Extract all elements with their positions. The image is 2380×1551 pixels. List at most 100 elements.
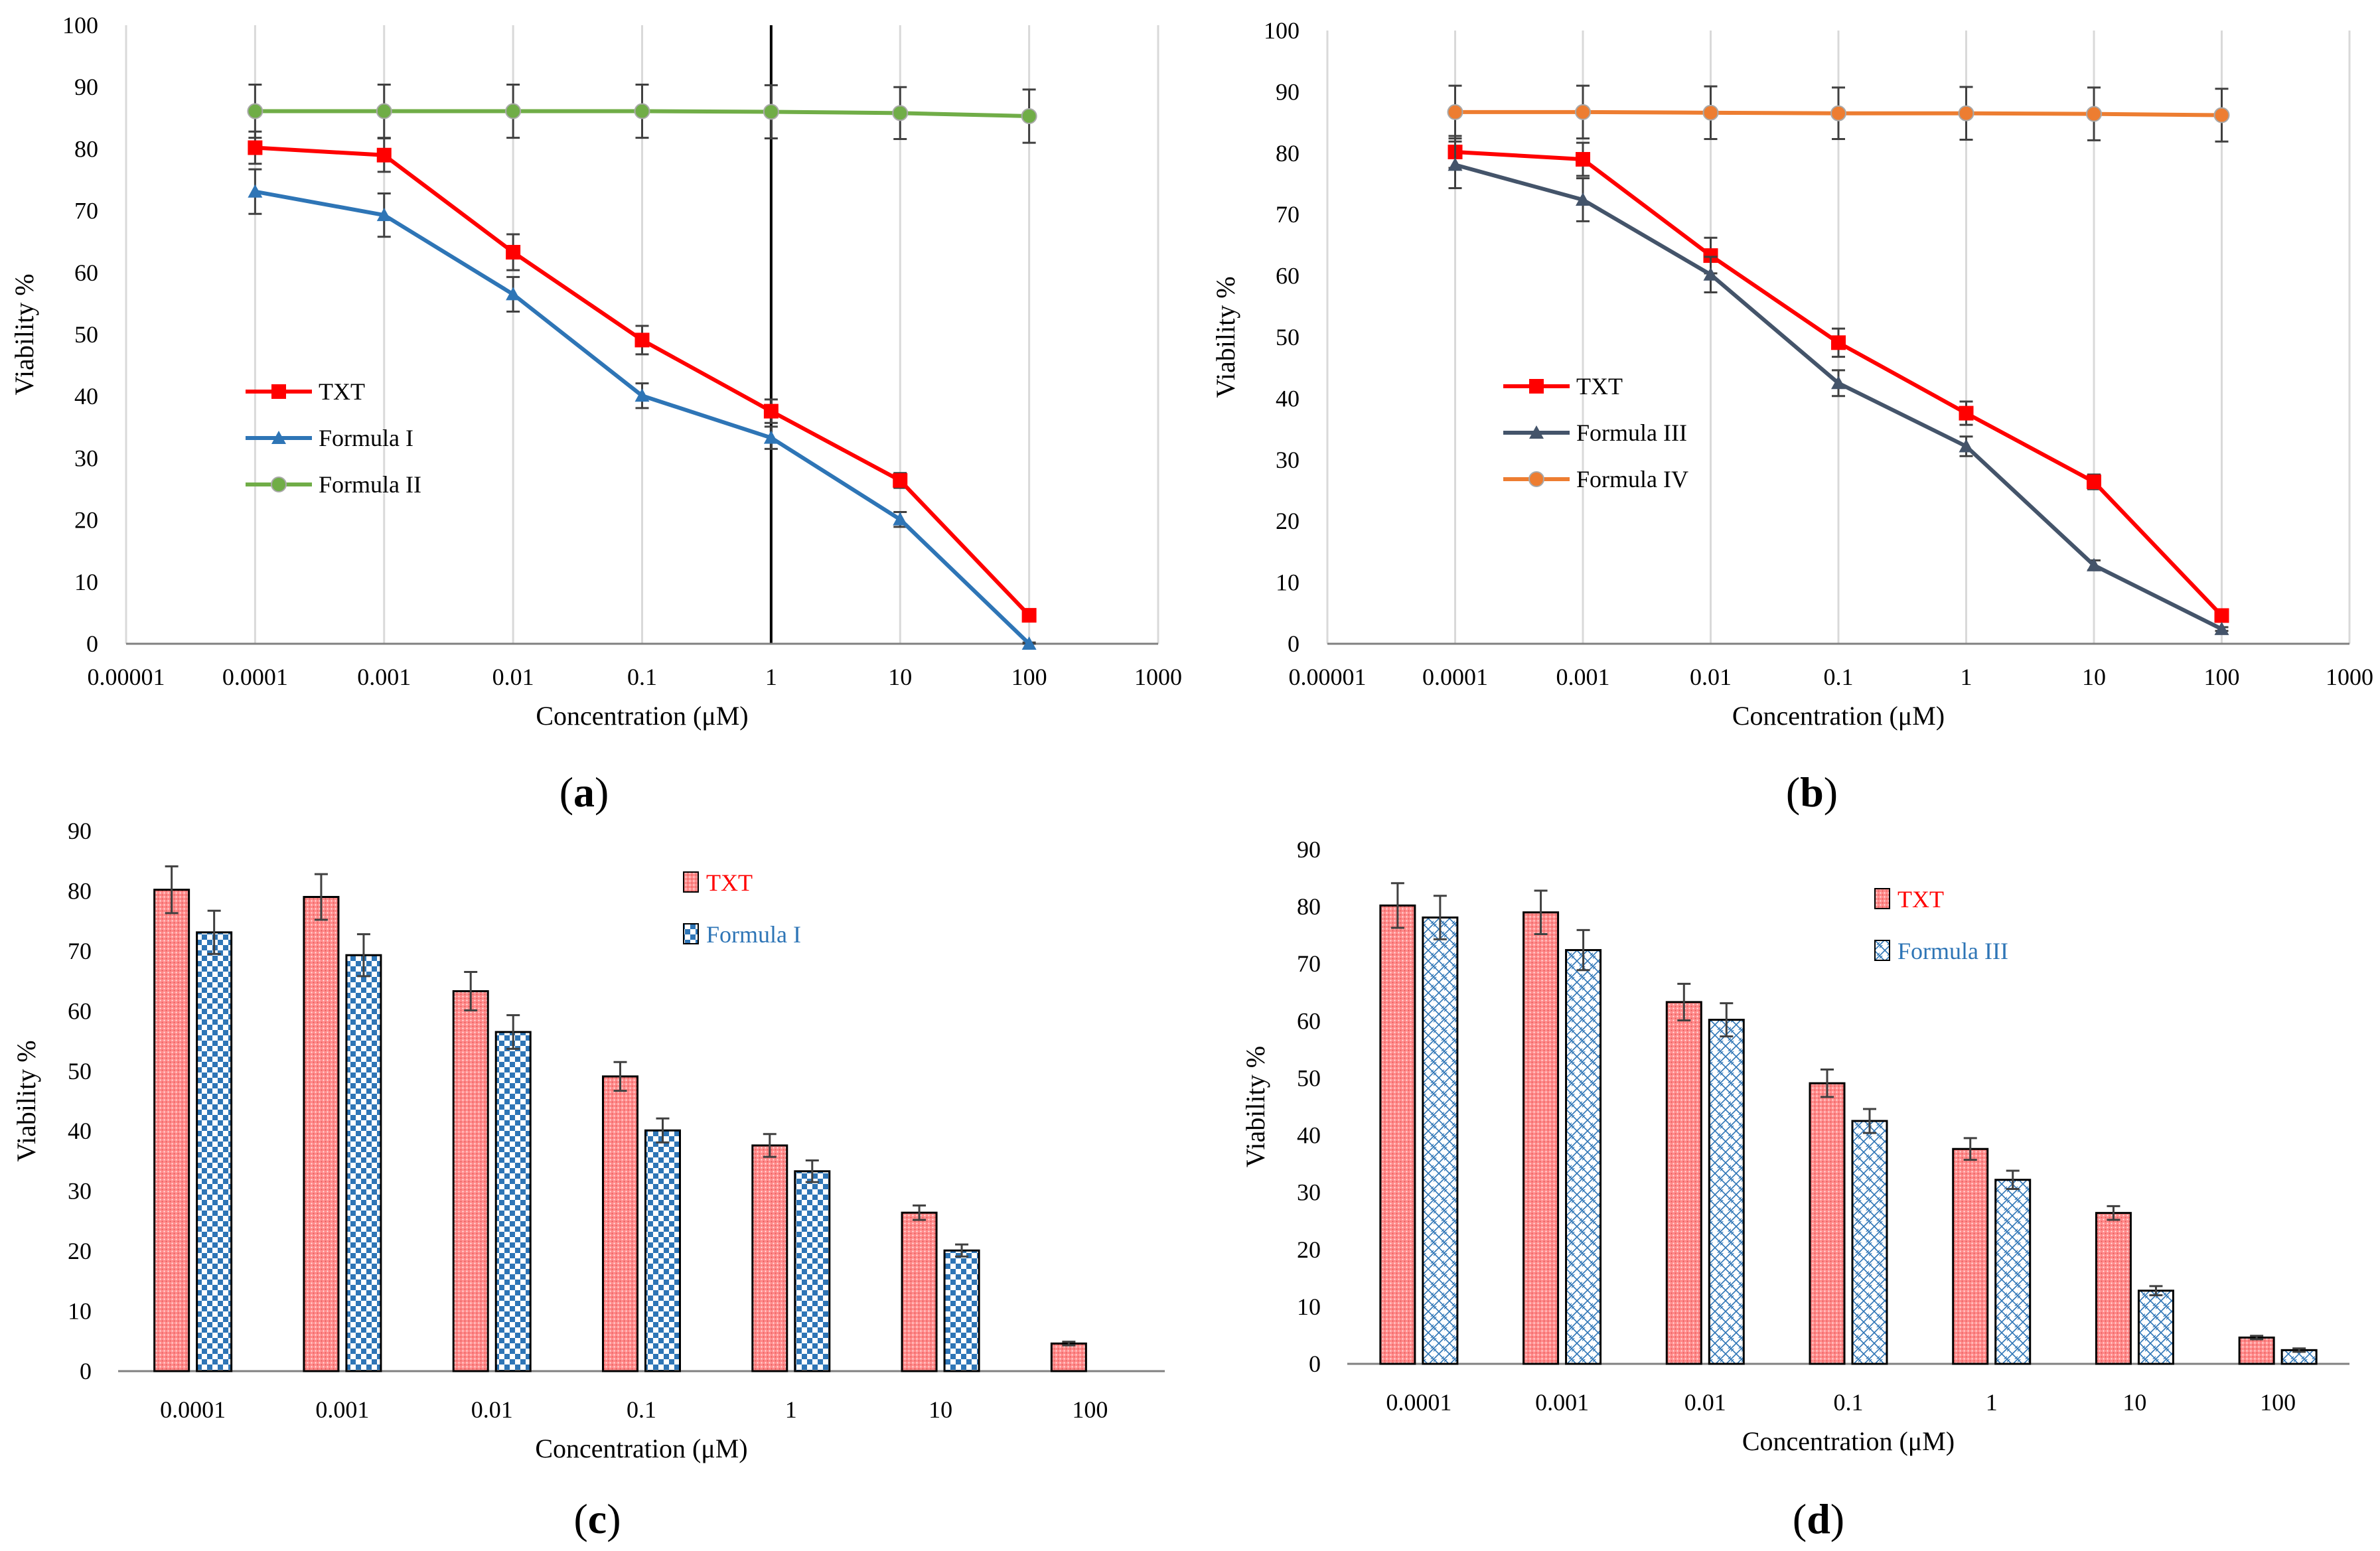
- y-tick-label: 30: [68, 1178, 92, 1205]
- x-tick-label: 0.0001: [1386, 1389, 1451, 1416]
- data-point: [1703, 248, 1718, 263]
- panel-caption: (c): [573, 1495, 621, 1542]
- x-tick-label: 0.001: [1556, 664, 1610, 690]
- y-tick-label: 20: [1297, 1236, 1321, 1263]
- data-point: [763, 104, 779, 120]
- data-point: [2086, 106, 2102, 122]
- data-point: [506, 287, 521, 301]
- y-tick-label: 0: [1309, 1351, 1321, 1377]
- panel-a-line-chart: 0 10 20 30 40 50 60 70 80 90 100 0.00001 0.0001 0.001…: [9, 12, 1182, 816]
- x-tick-label: 0.01: [1690, 664, 1732, 690]
- panel-caption-letter: c: [588, 1495, 607, 1542]
- y-tick-label: 0: [86, 630, 98, 657]
- data-point: [1575, 104, 1591, 120]
- bar-txt: [1952, 1147, 1989, 1365]
- data-point: [634, 103, 650, 119]
- y-tick-label: 90: [74, 74, 98, 100]
- data-point: [892, 105, 909, 121]
- y-tick-label: 30: [74, 445, 98, 471]
- y-tick-label: 0: [80, 1358, 92, 1384]
- data-point: [506, 245, 521, 260]
- x-tick-label: 0.0001: [222, 664, 288, 690]
- y-axis-title: Viability %: [1240, 1046, 1270, 1167]
- x-tick-label: 0.001: [315, 1396, 369, 1423]
- data-point: [376, 147, 392, 163]
- panel-b-line-chart: 0 10 20 30 40 50 60 70 80 90 100 0.00001 0.0001 0.001…: [1211, 17, 2373, 816]
- data-point: [1958, 105, 1974, 121]
- legend-label: Formula II: [319, 471, 421, 498]
- data-point: [2214, 621, 2229, 635]
- x-tick-label: 1000: [2326, 664, 2373, 690]
- bar-txt: [303, 895, 340, 1372]
- bar-txt: [153, 889, 190, 1372]
- y-axis-title: Viability %: [11, 1040, 41, 1161]
- data-point: [248, 184, 263, 198]
- data-point: [247, 103, 263, 119]
- bar-txt: [602, 1075, 638, 1372]
- legend-label: TXT: [706, 869, 753, 896]
- bar-formula-iii: [2137, 1290, 2174, 1365]
- x-tick-label: 0.001: [357, 664, 411, 690]
- x-axis-title: Concentration (μM): [535, 1434, 747, 1463]
- data-point: [1831, 376, 1846, 390]
- bar-formula-iii: [1422, 916, 1459, 1365]
- y-tick-label: 30: [1297, 1179, 1321, 1206]
- data-point: [1021, 608, 1037, 623]
- y-tick-label: 40: [1297, 1122, 1321, 1149]
- x-tick-label: 0.1: [1824, 664, 1854, 690]
- data-point: [1576, 152, 1590, 167]
- y-tick-label: 70: [68, 938, 92, 964]
- x-tick-label: 10: [929, 1396, 952, 1423]
- legend-marker: [1528, 471, 1544, 487]
- y-tick-label: 80: [1297, 893, 1321, 920]
- bar-txt: [1379, 904, 1416, 1365]
- x-tick-label: 1000: [1134, 664, 1182, 690]
- x-tick-label: 0.0001: [160, 1396, 226, 1423]
- y-tick-label: 90: [1297, 836, 1321, 863]
- y-tick-label: 70: [74, 198, 98, 224]
- legend-swatch: [1874, 940, 1890, 961]
- bar-formula-i: [644, 1129, 681, 1372]
- data-point: [1447, 104, 1463, 120]
- bar-formula-iii: [1565, 949, 1602, 1365]
- bar-txt: [1050, 1342, 1087, 1372]
- y-tick-label: 40: [74, 383, 98, 409]
- panel-caption-letter: b: [1800, 769, 1824, 816]
- bar-txt: [2238, 1336, 2275, 1365]
- x-tick-label: 0.01: [1684, 1389, 1726, 1416]
- data-point: [2214, 608, 2229, 623]
- data-point: [1702, 104, 1719, 121]
- bar-formula-i: [345, 954, 382, 1372]
- x-tick-label: 1: [785, 1396, 797, 1423]
- panel-caption-letter: a: [573, 769, 595, 816]
- y-tick-label: 60: [1297, 1007, 1321, 1034]
- x-tick-label: 100: [2204, 664, 2240, 690]
- legend-swatch: [683, 923, 699, 944]
- data-point: [893, 473, 908, 488]
- data-point: [763, 404, 779, 419]
- y-tick-label: 10: [1276, 569, 1300, 596]
- bar-txt: [1523, 911, 1560, 1365]
- data-point: [376, 208, 392, 222]
- x-tick-label: 1: [1986, 1389, 1998, 1416]
- bar-txt: [751, 1144, 788, 1372]
- y-tick-label: 0: [1288, 630, 1300, 657]
- bar-txt: [2095, 1212, 2132, 1365]
- legend-label: TXT: [1897, 886, 1944, 913]
- data-point: [634, 332, 650, 348]
- y-tick-label: 70: [1297, 950, 1321, 977]
- bar-txt: [452, 990, 489, 1372]
- data-point: [376, 103, 392, 119]
- legend-label: Formula III: [1576, 419, 1687, 446]
- y-tick-label: 80: [74, 135, 98, 162]
- legend-marker: [271, 431, 286, 444]
- bar-formula-i: [943, 1249, 980, 1372]
- y-tick-label: 20: [74, 507, 98, 534]
- data-point: [2087, 475, 2101, 490]
- x-tick-label: 0.1: [627, 664, 657, 690]
- data-point: [505, 103, 522, 119]
- y-tick-label: 90: [1276, 78, 1300, 105]
- x-axis-title: Concentration (μM): [1742, 1426, 1955, 1456]
- legend-swatch: [683, 871, 699, 893]
